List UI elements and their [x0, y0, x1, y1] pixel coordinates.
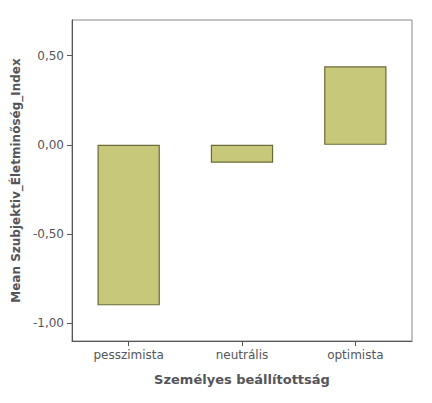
svg-text:0,50: 0,50	[37, 49, 64, 63]
svg-text:neutrális: neutrális	[216, 348, 269, 362]
svg-text:Személyes beállítottság: Személyes beállítottság	[154, 372, 330, 387]
svg-text:-0,50: -0,50	[33, 227, 64, 241]
svg-text:pesszimista: pesszimista	[93, 348, 163, 362]
svg-text:0,00: 0,00	[37, 138, 64, 152]
svg-text:optimista: optimista	[327, 348, 383, 362]
svg-text:Mean Szubjektiv_Életminőség_In: Mean Szubjektiv_Életminőség_Index	[8, 58, 24, 303]
svg-text:-1,00: -1,00	[33, 316, 64, 330]
